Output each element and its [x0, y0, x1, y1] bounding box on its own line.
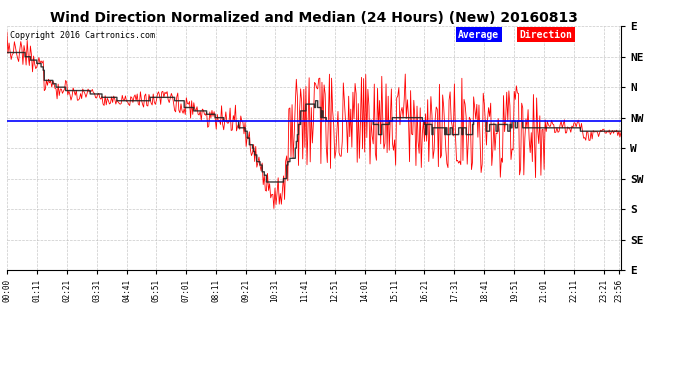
Text: Copyright 2016 Cartronics.com: Copyright 2016 Cartronics.com: [10, 31, 155, 40]
Title: Wind Direction Normalized and Median (24 Hours) (New) 20160813: Wind Direction Normalized and Median (24…: [50, 11, 578, 25]
Text: Average: Average: [458, 30, 500, 40]
Text: Direction: Direction: [520, 30, 573, 40]
